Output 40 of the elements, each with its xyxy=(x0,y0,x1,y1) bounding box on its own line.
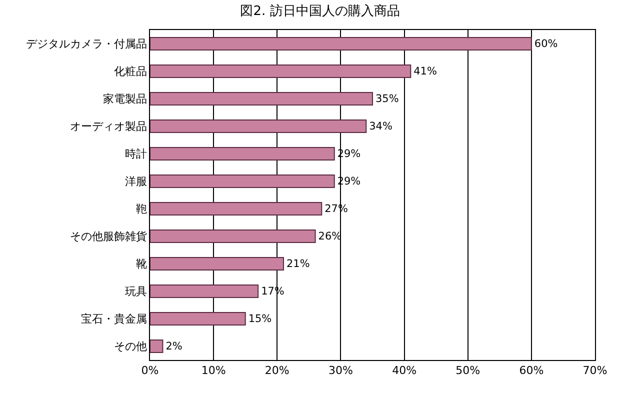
y-tick-label: 宝石・貴金属 xyxy=(80,312,147,326)
y-tick-label: 鞄 xyxy=(136,202,147,216)
bar xyxy=(150,257,284,270)
x-tick-label: 10% xyxy=(201,364,226,378)
x-tick-label: 50% xyxy=(456,364,480,378)
chart-title: 図2. 訪日中国人の購入商品 xyxy=(240,4,400,20)
data-label: 60% xyxy=(534,38,558,50)
bar xyxy=(150,230,316,243)
x-tick-label: 20% xyxy=(264,364,290,378)
bar xyxy=(150,340,164,353)
y-tick-label: デジタルカメラ・付属品 xyxy=(26,38,147,51)
bar xyxy=(150,37,532,50)
bar xyxy=(150,120,367,133)
bar xyxy=(150,202,322,216)
y-tick-label: 時計 xyxy=(124,148,147,161)
data-label: 34% xyxy=(369,120,392,133)
x-tick-label: 40% xyxy=(392,364,417,378)
bar xyxy=(150,312,246,326)
y-tick-label: 家電製品 xyxy=(102,92,147,106)
y-tick-label: 玩具 xyxy=(124,285,147,298)
bar xyxy=(150,64,412,78)
x-tick-label: 70% xyxy=(582,364,608,378)
x-tick-label: 60% xyxy=(519,364,544,378)
data-label: 21% xyxy=(286,258,310,270)
y-tick-label: 化粧品 xyxy=(114,65,147,78)
data-label: 2% xyxy=(166,340,182,353)
y-tick-label: その他 xyxy=(114,340,147,354)
x-tick-label: 0% xyxy=(141,364,159,378)
bar xyxy=(150,92,373,106)
data-label: 15% xyxy=(248,313,272,326)
data-label: 41% xyxy=(414,66,437,78)
data-label: 35% xyxy=(376,93,399,106)
bar xyxy=(150,284,259,298)
y-tick-label: オーディオ製品 xyxy=(70,120,147,134)
bar xyxy=(150,147,335,160)
y-tick-label: 靴 xyxy=(136,258,147,271)
bar xyxy=(150,174,335,188)
y-tick-label: その他服飾雑貨 xyxy=(70,230,147,244)
x-tick-label: 30% xyxy=(328,364,353,378)
y-tick-label: 洋服 xyxy=(124,175,147,188)
